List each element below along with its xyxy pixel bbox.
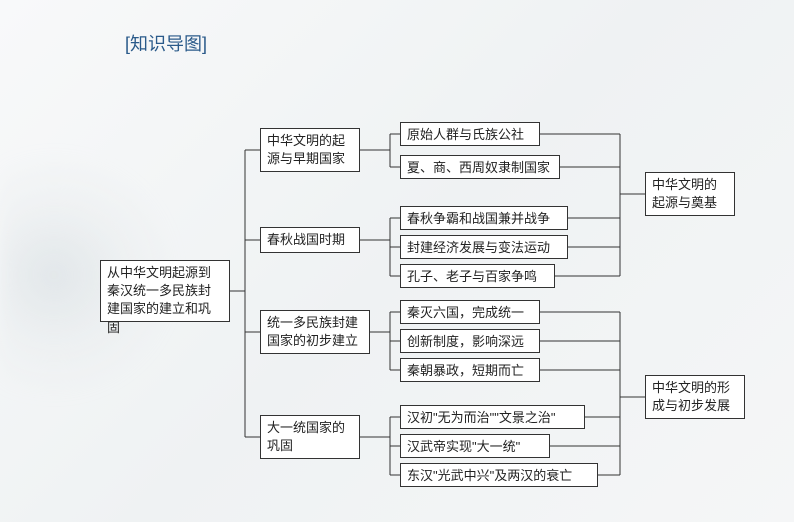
- tree-node: 原始人群与氏族公社: [400, 122, 540, 146]
- tree-node: 春秋争霸和战国兼并战争: [400, 206, 568, 230]
- tree-node: 东汉"光武中兴"及两汉的衰亡: [400, 463, 598, 487]
- knowledge-map-diagram: 从中华文明起源到秦汉统一多民族封建国家的建立和巩固 中华文明的起源与早期国家春秋战…: [100, 100, 780, 510]
- tree-node: 封建经济发展与变法运动: [400, 235, 568, 259]
- tree-node: 汉武帝实现"大一统": [400, 434, 550, 458]
- tree-node: 从中华文明起源到秦汉统一多民族封建国家的建立和巩固: [100, 260, 230, 322]
- tree-node: 中华文明的起源与早期国家: [260, 128, 360, 172]
- tree-node: 中华文明的起源与奠基: [645, 172, 735, 216]
- tree-node: 孔子、老子与百家争鸣: [400, 264, 555, 288]
- tree-node: 春秋战国时期: [260, 227, 360, 253]
- tree-node: 中华文明的形成与初步发展: [645, 375, 745, 419]
- tree-node: 统一多民族封建国家的初步建立: [260, 310, 370, 354]
- tree-node: 创新制度，影响深远: [400, 329, 540, 353]
- tree-node: 汉初"无为而治""文景之治": [400, 405, 585, 429]
- tree-node: 秦灭六国，完成统一: [400, 300, 540, 324]
- tree-node: 夏、商、西周奴隶制国家: [400, 155, 560, 179]
- tree-node: 大一统国家的巩固: [260, 415, 360, 459]
- page-title: [知识导图]: [125, 30, 207, 56]
- tree-node: 秦朝暴政，短期而亡: [400, 358, 540, 382]
